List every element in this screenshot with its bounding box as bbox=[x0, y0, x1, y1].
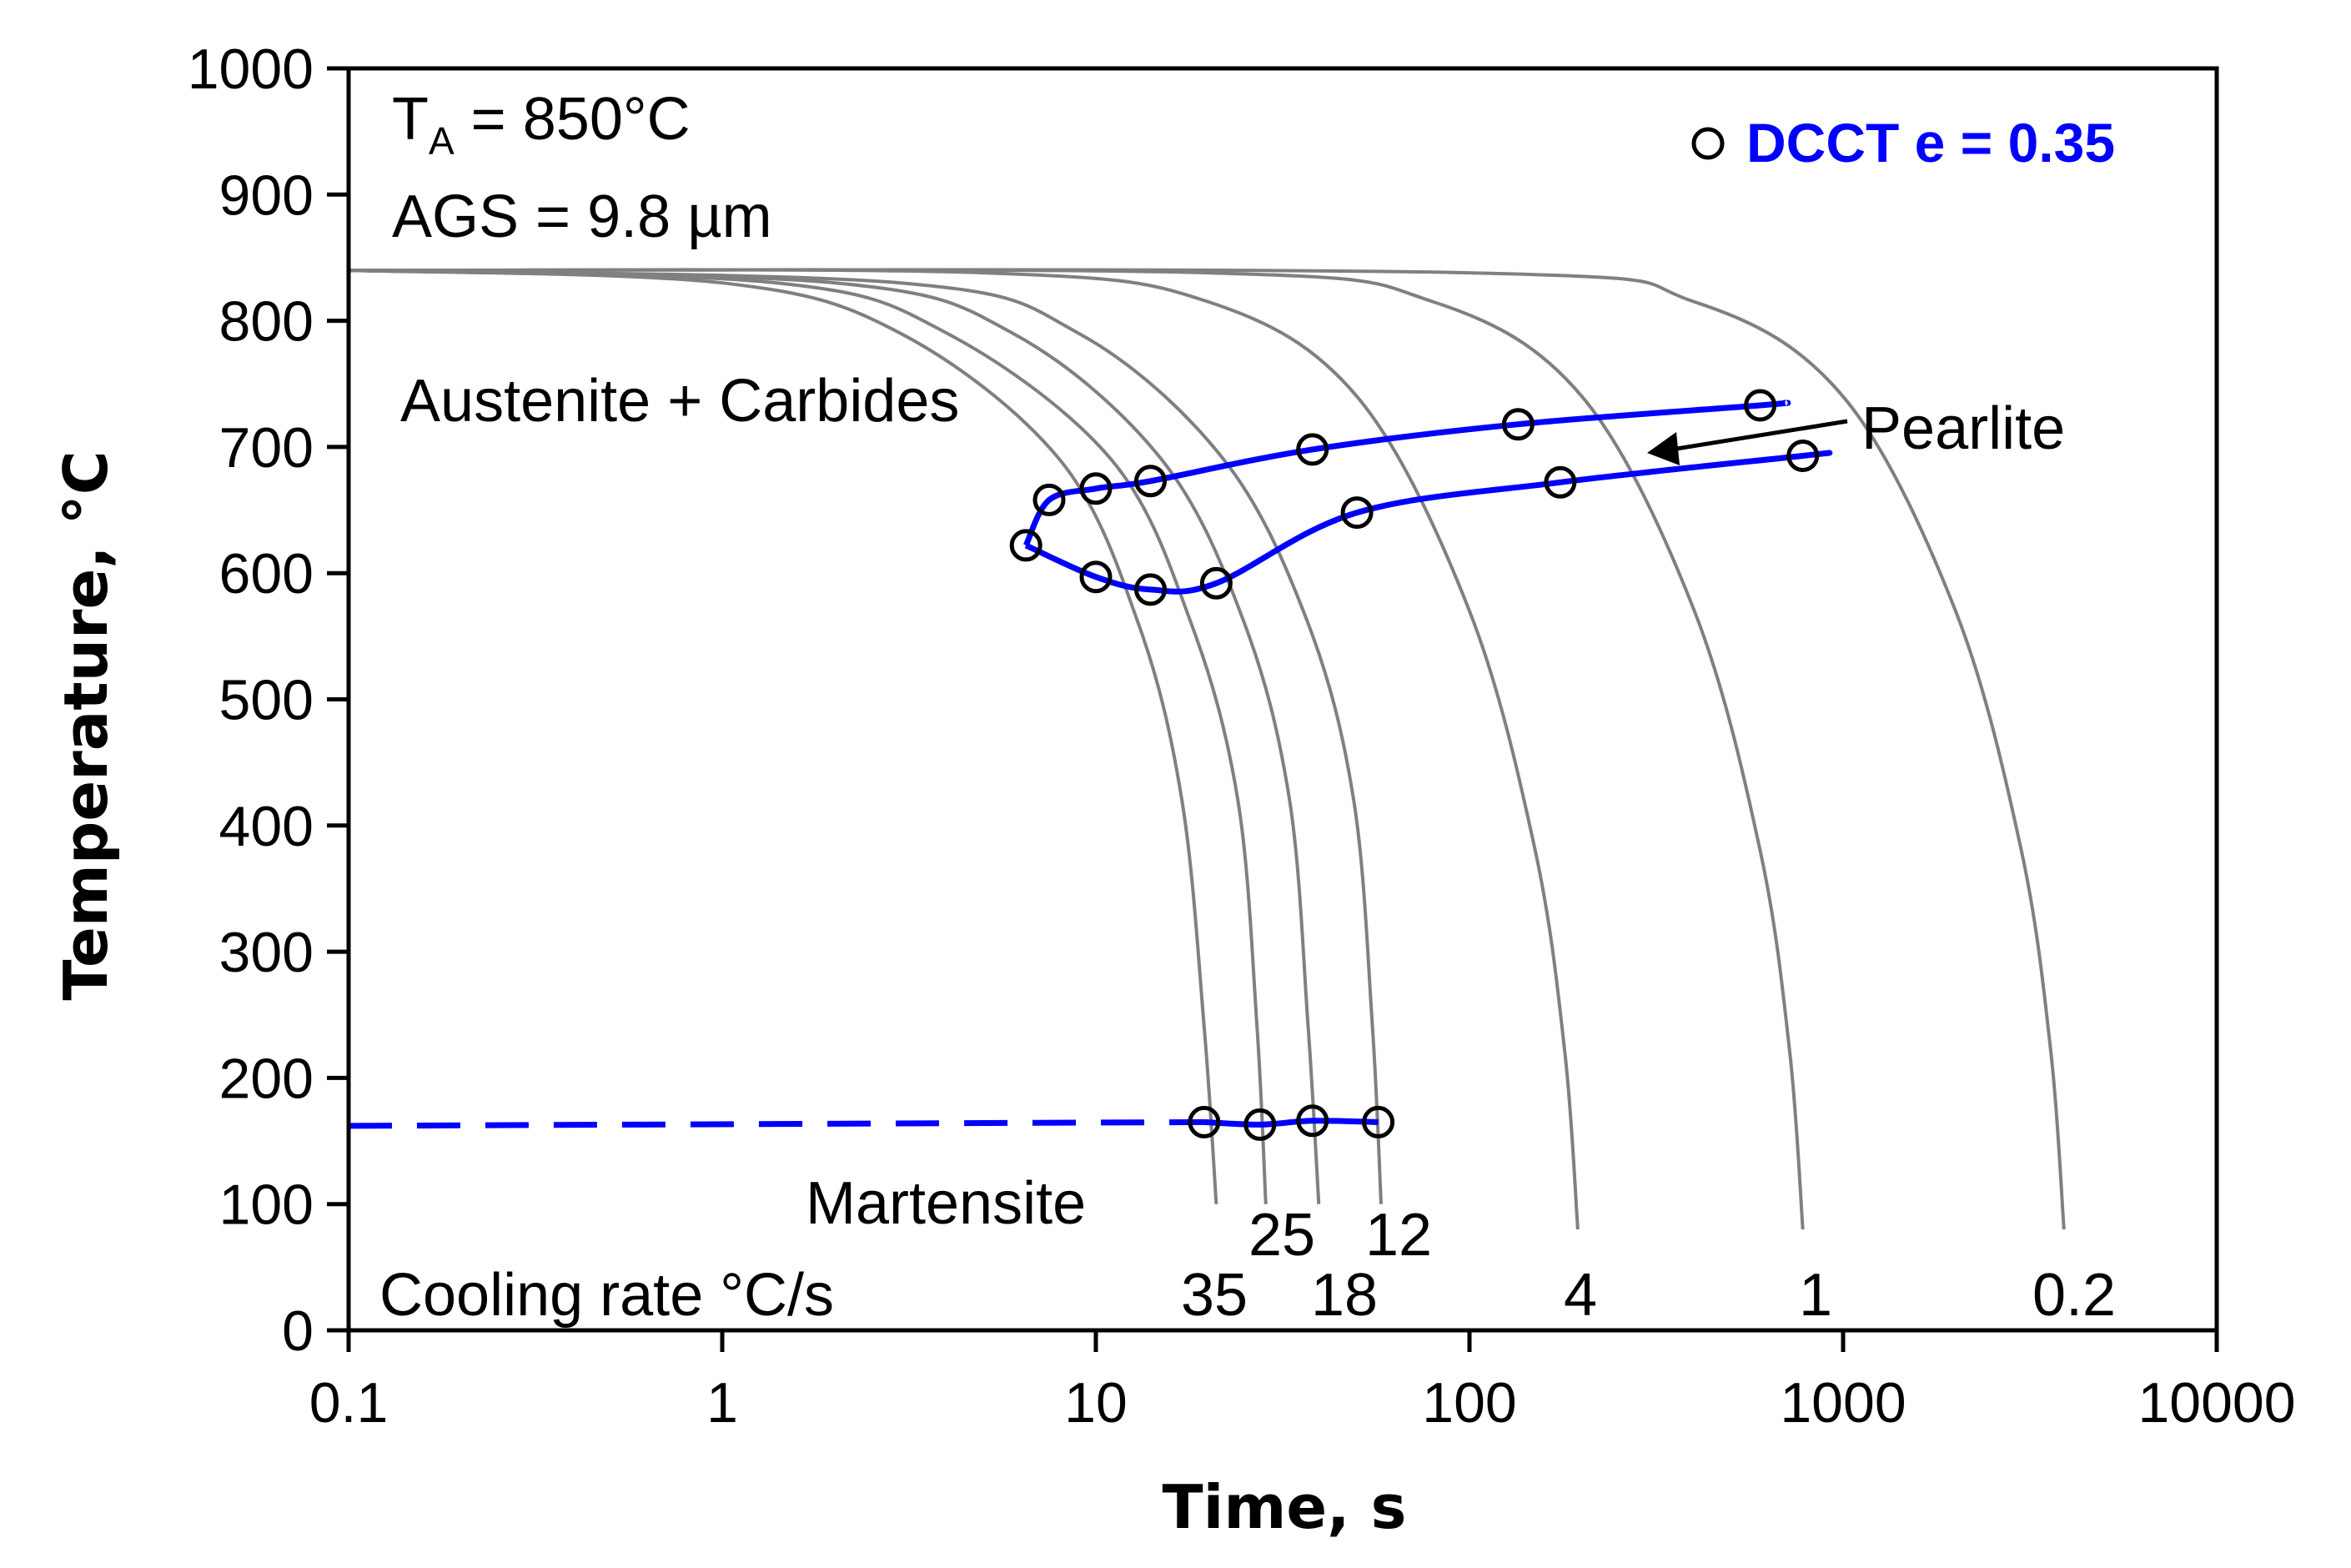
legend-label: DCCT e = 0.35 bbox=[1746, 112, 2115, 173]
y-tick-label-0: 0 bbox=[282, 1299, 314, 1363]
annotation-cooling-rate: Cooling rate °C/s bbox=[379, 1262, 834, 1329]
annotation-martensite: Martensite bbox=[806, 1170, 1086, 1237]
rate-label-0.2: 0.2 bbox=[2032, 1262, 2116, 1329]
y-tick-label-700: 700 bbox=[219, 416, 314, 480]
plot-area-frame bbox=[346, 66, 2219, 1333]
y-tick-label-1000: 1000 bbox=[188, 38, 314, 101]
x-tick-label-0.1: 0.1 bbox=[309, 1371, 389, 1435]
y-tick-label-400: 400 bbox=[219, 795, 314, 858]
data-point-5 bbox=[1501, 408, 1535, 441]
data-point-4 bbox=[1296, 433, 1329, 466]
data-point-6 bbox=[1744, 389, 1777, 422]
series-line-martensite-start bbox=[1203, 1118, 1379, 1128]
y-tick-label-900: 900 bbox=[219, 163, 314, 227]
measured-points bbox=[1009, 389, 1820, 1141]
rate-label-25: 25 bbox=[1248, 1202, 1315, 1269]
y-tick-label-500: 500 bbox=[219, 669, 314, 732]
data-point-3 bbox=[1134, 465, 1167, 498]
rate-label-1: 1 bbox=[1799, 1262, 1832, 1329]
transformation-curves bbox=[348, 400, 1833, 1129]
ta-prefix: T bbox=[392, 86, 429, 153]
rate-label-4: 4 bbox=[1564, 1262, 1597, 1329]
series-line-martensite-start-extrapolated bbox=[348, 1118, 1204, 1129]
ta-value: = 850°C bbox=[455, 86, 691, 153]
cooling-curve-12 bbox=[348, 269, 1383, 1204]
data-point-12 bbox=[1786, 440, 1820, 472]
data-point-9 bbox=[1199, 566, 1233, 600]
x-tick-label-1000: 1000 bbox=[1780, 1371, 1906, 1435]
data-point-13 bbox=[1188, 1105, 1221, 1138]
x-tick-label-10000: 10000 bbox=[2138, 1371, 2295, 1435]
x-axis-title: Time, s bbox=[1163, 1472, 1407, 1542]
data-point-0 bbox=[1009, 529, 1042, 562]
cooling-curve-0.2 bbox=[348, 268, 2066, 1230]
y-tick-label-200: 200 bbox=[219, 1047, 314, 1110]
rate-label-18: 18 bbox=[1311, 1262, 1378, 1329]
data-point-7 bbox=[1079, 560, 1113, 594]
data-point-2 bbox=[1079, 472, 1113, 505]
data-point-16 bbox=[1362, 1105, 1395, 1138]
cooling-curves bbox=[348, 268, 2066, 1230]
x-tick-label-100: 100 bbox=[1422, 1371, 1516, 1435]
annotation-ags: AGS = 9.8 µm bbox=[392, 183, 772, 250]
rate-label-12: 12 bbox=[1365, 1202, 1432, 1269]
annotation-austenite-carbides: Austenite + Carbides bbox=[400, 368, 959, 435]
series-line-pearlite-start bbox=[1023, 400, 1791, 547]
legend: DCCT e = 0.35 bbox=[1691, 112, 2115, 173]
ta-subscript: A bbox=[429, 119, 455, 163]
y-tick-label-100: 100 bbox=[219, 1173, 314, 1237]
pearlite-arrow bbox=[1647, 419, 1848, 465]
cooling-curve-18 bbox=[348, 269, 1321, 1204]
data-point-14 bbox=[1243, 1108, 1277, 1141]
data-point-11 bbox=[1544, 465, 1577, 499]
data-point-15 bbox=[1296, 1104, 1329, 1138]
legend-marker bbox=[1691, 127, 1725, 160]
x-tick-label-1: 1 bbox=[706, 1371, 738, 1435]
y-axis-title: Temperature, °C bbox=[51, 450, 121, 1000]
annotation-austenitizing-temp: TA = 850°C bbox=[392, 86, 691, 163]
x-tick-label-10: 10 bbox=[1064, 1371, 1128, 1435]
cooling-curve-25 bbox=[348, 269, 1268, 1204]
annotation-pearlite: Pearlite bbox=[1861, 395, 2065, 462]
series-line-pearlite-finish bbox=[1024, 450, 1833, 595]
rate-label-35: 35 bbox=[1181, 1262, 1248, 1329]
y-tick-label-800: 800 bbox=[219, 290, 314, 354]
data-point-10 bbox=[1340, 496, 1374, 530]
cooling-rate-labels: 35 25 18 12 4 1 0.2 bbox=[1181, 1202, 2116, 1329]
data-point-8 bbox=[1134, 573, 1167, 606]
data-point-1 bbox=[1032, 483, 1066, 516]
y-tick-label-600: 600 bbox=[219, 542, 314, 606]
y-tick-label-300: 300 bbox=[219, 921, 314, 984]
